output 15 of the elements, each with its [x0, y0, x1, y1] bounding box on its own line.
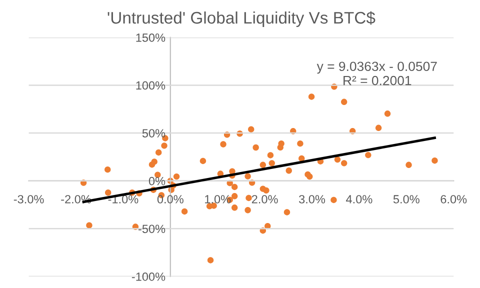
y-tick-label: 150%	[136, 33, 166, 42]
y-tick-label: -50%	[138, 224, 166, 234]
x-tick-label: 2.0%	[252, 195, 278, 204]
y-tick-label: 100%	[136, 81, 166, 90]
annotation: y = 9.0363x - 0.0507 R² = 0.2001	[316, 62, 437, 86]
y-tick-label: -100%	[132, 272, 166, 281]
y-tick-label: 0%	[148, 176, 166, 186]
x-tick-label: -3.0%	[14, 195, 44, 204]
x-tick-label: 3.0%	[298, 195, 326, 204]
x-tick-label: 4.0%	[346, 195, 372, 204]
x-tick-label: 0.0%	[157, 195, 184, 204]
x-tick-label: 5.0%	[393, 195, 420, 204]
x-tick-label: 6.0%	[440, 195, 467, 204]
chart-title: 'Untrusted' Global Liquidity Vs BTC$	[108, 11, 376, 28]
y-tick-label: 50%	[142, 129, 166, 138]
